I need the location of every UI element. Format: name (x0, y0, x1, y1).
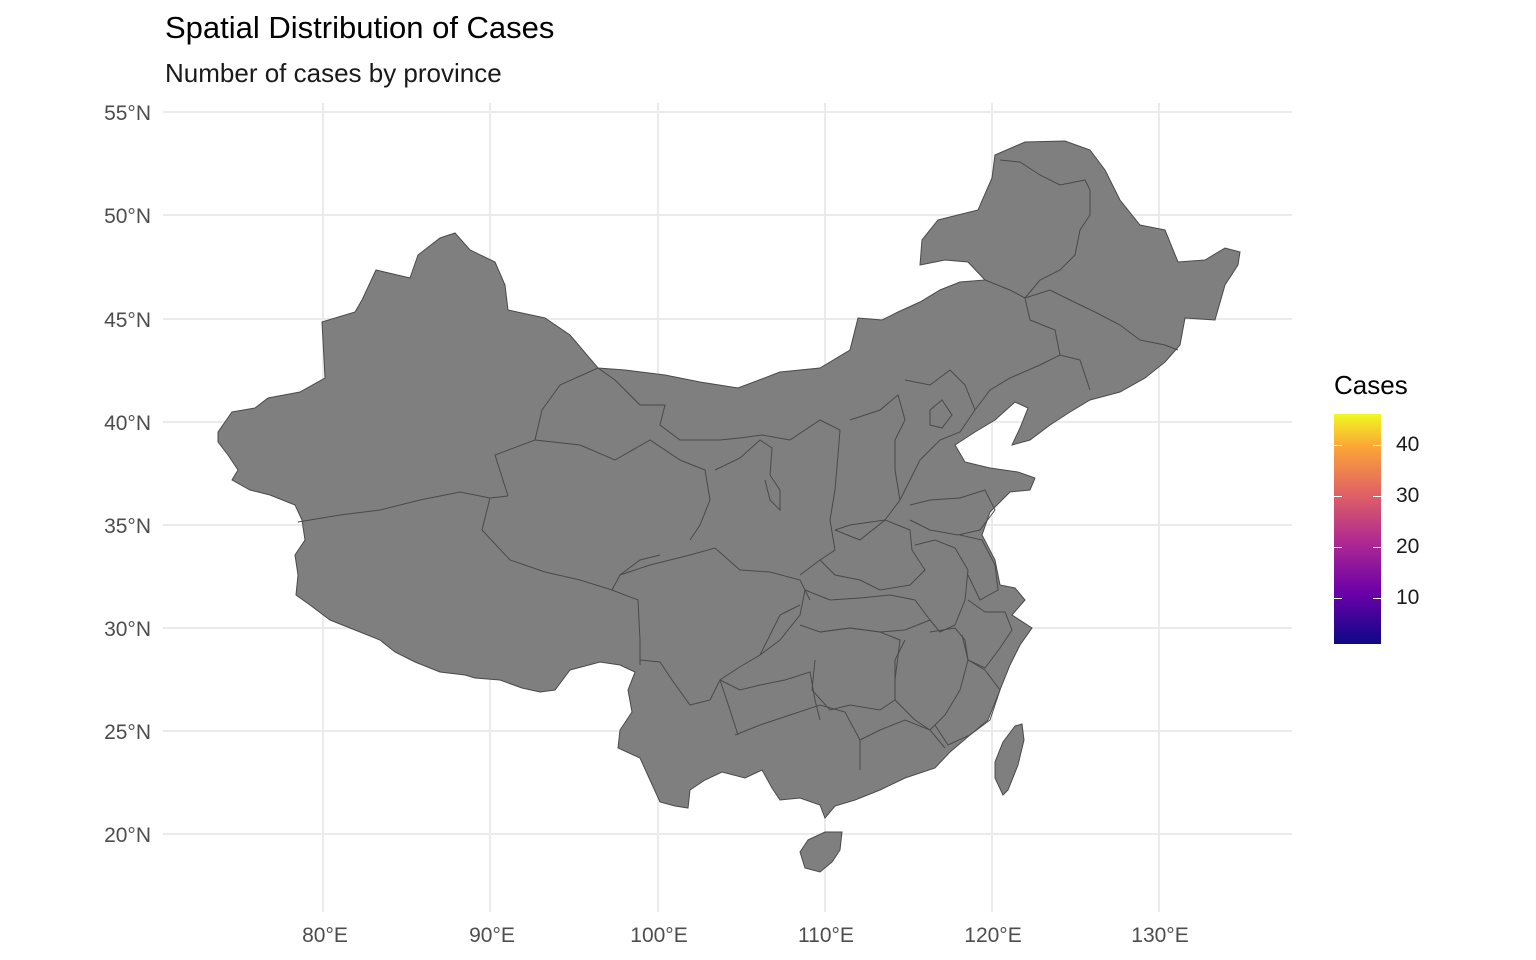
y-tick-label: 50°N (104, 205, 151, 228)
y-tick-label: 20°N (104, 824, 151, 847)
legend-tick-label: 10 (1396, 586, 1420, 609)
legend-tick-label: 30 (1396, 484, 1420, 507)
y-tick-label: 25°N (104, 721, 151, 744)
border-qinghai-gansu (534, 439, 711, 541)
legend-tick-label: 20 (1396, 535, 1420, 558)
border-neimenggu-east (984, 279, 1026, 299)
legend-tick-mark (1334, 496, 1342, 497)
x-tick-label: 110°E (798, 924, 854, 947)
border-qinghai-tibet (481, 497, 661, 591)
border-yunnan-guizhou (719, 679, 739, 736)
legend-tick-mark (1334, 445, 1342, 446)
border-hunan (811, 627, 901, 711)
legend-tick-mark (1373, 598, 1381, 599)
y-tick-label: 35°N (104, 515, 151, 538)
border-jilin (1024, 289, 1179, 356)
border-liaoning (974, 354, 1091, 411)
border-guizhou (719, 671, 821, 721)
border-henan (819, 519, 926, 591)
x-tick-label: 100°E (630, 924, 687, 947)
border-fujian (934, 659, 1001, 746)
province-borders (297, 159, 1179, 770)
legend-tick-mark (1373, 547, 1381, 548)
y-tick-label: 45°N (104, 309, 151, 332)
legend-tick-mark (1373, 496, 1381, 497)
province-shapes (217, 140, 1241, 873)
border-chongqing (759, 604, 801, 656)
x-tick-label: 80°E (302, 924, 348, 947)
legend-tick-mark (1334, 547, 1342, 548)
legend-title: Cases (1334, 370, 1408, 400)
border-gansu-neimenggu (597, 367, 763, 441)
y-tick-label: 30°N (104, 618, 151, 641)
taiwan-shape (994, 723, 1025, 796)
border-hebei (899, 369, 976, 501)
border-beijing (929, 399, 953, 429)
y-axis-labels: 55°N 50°N 45°N 40°N 35°N 30°N 25°N 20°N (104, 102, 151, 847)
border-ningxia (714, 439, 781, 512)
legend-tick-mark (1334, 598, 1342, 599)
x-tick-label: 120°E (964, 924, 1021, 947)
hainan-shape (799, 831, 843, 873)
border-shaanxi (761, 419, 841, 576)
y-tick-label: 55°N (104, 102, 151, 125)
border-guangdong (859, 719, 946, 749)
border-xinjiang-qinghai (494, 367, 599, 497)
border-heilongjiang (999, 159, 1091, 299)
x-tick-label: 90°E (469, 924, 515, 947)
border-sichuan-chongqing (737, 589, 806, 669)
border-tibet-sichuan (611, 589, 641, 665)
x-axis-labels: 80°E 90°E 100°E 110°E 120°E 130°E (302, 924, 1189, 947)
legend-tick-label: 40 (1396, 433, 1420, 456)
legend-colorbar (1334, 414, 1381, 644)
border-shanxi (834, 394, 906, 531)
mainland-shape (217, 140, 1241, 819)
y-tick-label: 40°N (104, 412, 151, 435)
legend-tick-mark (1373, 445, 1381, 446)
chart-title: Spatial Distribution of Cases (165, 10, 555, 45)
border-shandong (909, 489, 996, 536)
border-jiangsu (959, 534, 999, 601)
border-sichuan-east (619, 547, 811, 601)
chart-subtitle: Number of cases by province (165, 58, 502, 88)
x-tick-label: 130°E (1131, 924, 1188, 947)
border-anhui (914, 539, 969, 633)
